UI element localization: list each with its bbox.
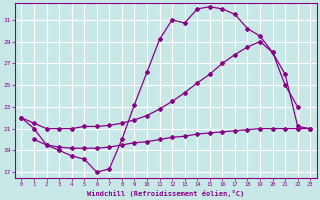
- X-axis label: Windchill (Refroidissement éolien,°C): Windchill (Refroidissement éolien,°C): [87, 190, 244, 197]
